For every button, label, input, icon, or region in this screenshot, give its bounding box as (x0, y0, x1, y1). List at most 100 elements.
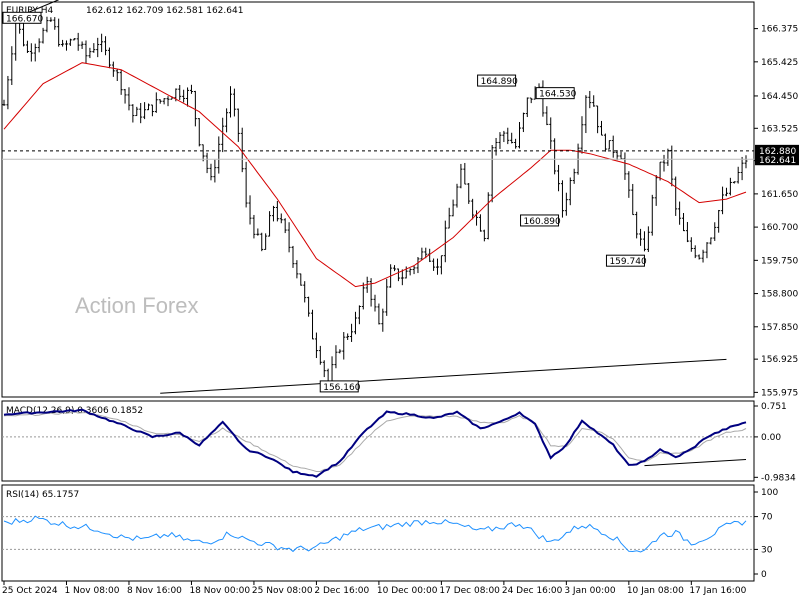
price-bar (311, 309, 315, 340)
price-bar (334, 345, 338, 369)
price-bar (611, 135, 615, 158)
rsi-panel (1, 484, 755, 582)
price-bar (295, 260, 299, 279)
price-bar (412, 265, 416, 275)
price-bar (189, 84, 193, 94)
price-bar (467, 183, 471, 204)
price-bar (627, 171, 631, 198)
price-bar (631, 183, 635, 216)
price-panel (1, 1, 755, 398)
price-tick-label: 164.450 (761, 92, 798, 102)
price-bar (119, 69, 123, 95)
price-bar (432, 258, 436, 271)
price-bar (553, 138, 557, 175)
price-bar (642, 231, 646, 252)
price-bar (451, 199, 455, 217)
price-bar (178, 84, 182, 100)
time-tick-label: 17 Dec 08:00 (439, 586, 500, 596)
price-bar (635, 211, 639, 239)
reference-price-label: 162.880 (759, 147, 796, 157)
price-bar (76, 32, 80, 51)
price-bar (529, 97, 533, 104)
price-bar (506, 127, 510, 145)
price-tick-label: 166.375 (761, 25, 798, 35)
price-bar (342, 332, 346, 360)
price-bar (146, 103, 150, 111)
macd-panel (1, 400, 755, 482)
current-price-label: 162.641 (759, 156, 796, 166)
price-bar (201, 144, 205, 162)
price-tick-label: 165.425 (761, 58, 798, 68)
price-bar (639, 228, 643, 246)
macd-series-macd (3, 408, 747, 478)
price-annotations: 166.670 164.890 164.530 160.890 159.740 156.1… (2, 11, 647, 393)
macd-series-signal (3, 411, 747, 472)
price-bar (721, 186, 725, 215)
price-bar (572, 168, 576, 184)
price-bar (229, 86, 233, 118)
price-bar (564, 192, 568, 216)
macd-tick-label: 0.751 (761, 402, 787, 412)
price-bar (357, 305, 361, 325)
price-bar (705, 242, 709, 259)
price-bar (607, 140, 611, 150)
price-bar (615, 150, 619, 161)
price-bar (682, 213, 686, 232)
price-bar (53, 17, 57, 30)
price-bar (549, 117, 553, 150)
price-bar (416, 257, 420, 274)
price-tick-label: 157.850 (761, 323, 798, 333)
time-tick-label: 10 Jan 08:00 (627, 586, 684, 596)
macd-trendline (644, 459, 747, 467)
price-bar (307, 296, 311, 317)
price-bar (45, 16, 49, 33)
price-bar (92, 43, 96, 53)
macd-indicator: 0.751 0.00 -0.9834 (2, 402, 796, 483)
price-bar (521, 112, 525, 133)
price-bar (37, 38, 41, 53)
price-bar (271, 205, 275, 222)
price-tick-label: 160.700 (761, 223, 798, 233)
time-tick-label: 25 Nov 08:00 (252, 586, 313, 596)
ohlc-header: 162.612 162.709 162.581 162.641 (86, 6, 243, 16)
price-bar (373, 294, 377, 312)
price-bar (107, 47, 111, 69)
price-bar (57, 18, 61, 47)
price-bar (291, 245, 295, 268)
price-bar (193, 90, 197, 127)
price-bar (150, 104, 154, 117)
price-bar (244, 161, 248, 208)
price-bar (381, 308, 385, 332)
rsi-indicator: 100 70 30 0 (2, 488, 778, 580)
price-annotation: 166.670 (2, 11, 43, 24)
price-bar (650, 194, 654, 236)
price-bar (111, 61, 115, 77)
price-bar (435, 258, 439, 275)
price-bar (646, 226, 650, 252)
price-bar (678, 201, 682, 225)
price-bar (346, 333, 350, 340)
price-bar (697, 254, 701, 260)
price-bar (236, 108, 240, 142)
price-bar (654, 174, 658, 206)
time-tick-label: 1 Nov 08:00 (64, 586, 119, 596)
price-bar (482, 229, 486, 242)
price-bar (744, 155, 748, 169)
rsi-line (3, 515, 747, 553)
time-tick-label: 24 Dec 16:00 (502, 586, 563, 596)
price-bar (502, 130, 506, 143)
price-bar (123, 88, 127, 104)
price-bar (135, 106, 139, 117)
price-bar (592, 95, 596, 107)
svg-text:160.890: 160.890 (524, 217, 561, 227)
price-bar (455, 183, 459, 208)
price-bar (580, 116, 584, 154)
price-bar (619, 151, 623, 160)
price-bar (260, 232, 264, 252)
price-bar (221, 117, 225, 153)
price-bar (100, 33, 104, 53)
price-bar (557, 164, 561, 192)
price-annotation: 156.160 (319, 380, 361, 393)
price-bar (588, 90, 592, 109)
price-bar (213, 159, 217, 183)
